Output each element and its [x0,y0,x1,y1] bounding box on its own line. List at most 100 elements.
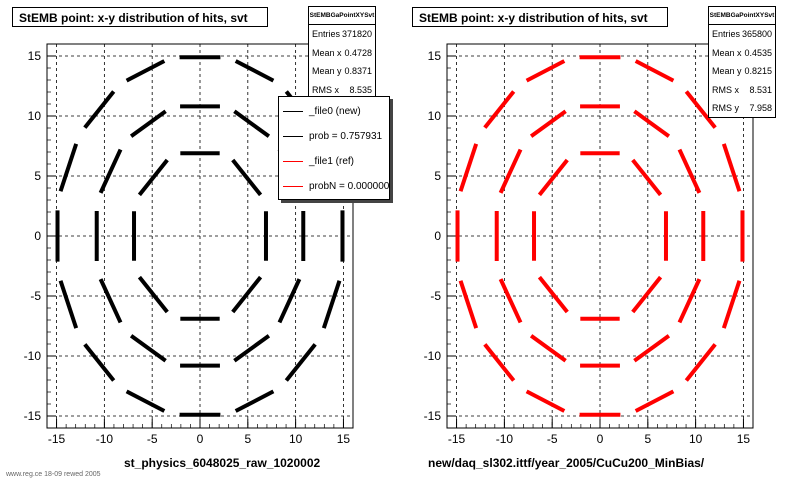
ladder-hit-band [233,334,271,363]
right-stats-value: 8.531 [749,84,772,95]
ladder-hit-band [537,158,569,197]
legend-line-red [283,186,303,187]
y-tick-label: 0 [434,229,441,243]
ladder-hit-band [537,275,569,314]
ladder-hit-band [125,389,166,413]
legend-text: _file1 (ref) [309,156,355,167]
ladder-hit-band [98,278,123,324]
y-tick-label: 15 [428,49,442,63]
x-tick-label: 10 [689,432,703,446]
ladder-hit-band [83,90,116,129]
legend-line-black [283,111,303,112]
ladder-hit-band [498,278,523,324]
ladder-hit-band [233,109,271,138]
ladder-hit-band [458,280,479,329]
right-stats-row: Entries 365800 [709,25,775,44]
legend: _file0 (new) prob = 0.757931 _file1 (ref… [278,96,390,200]
right-stats-row: RMS x 8.531 [709,81,775,100]
ladder-hit-band [137,275,169,314]
x-tick-label: -10 [496,432,514,446]
left-stats-row: Mean x 0.4728 [309,44,375,63]
y-tick-label: 10 [428,109,442,123]
left-stats-row: Entries 371820 [309,25,375,44]
ladder-hit-band [483,343,516,382]
left-stats-row: RMS x 8.535 [309,81,375,100]
ladder-hit-band [137,158,169,197]
ladder-hit-band [498,148,523,194]
right-stats-label: Mean x [712,47,742,58]
legend-line-red [283,161,303,162]
footer-text: www.reg.ce 18-09 rewed 2005 [6,471,101,478]
ladder-hit-band [633,334,671,363]
x-tick-label: -15 [448,432,466,446]
x-tick-label: 15 [337,432,351,446]
ladder-hit-band [633,109,671,138]
y-tick-label: -10 [424,349,442,363]
ladder-hit-band [277,278,302,324]
left-stats-name: StEMBGaPointXYSvt [309,7,375,25]
ladder-hit-band [231,275,263,314]
y-tick-label: 10 [28,109,42,123]
y-tick-label: -5 [30,289,41,303]
ladder-hit-band [529,334,567,363]
right-stats-label: RMS x [712,84,739,95]
ladder-hit-band [631,275,663,314]
right-x-axis-label: new/daq_sl302.ittf/year_2005/CuCu200_Min… [428,456,705,470]
ladder-hit-band [721,143,742,192]
right-stats-row: Mean y 0.8215 [709,62,775,81]
right-stats-value: 7.958 [749,103,772,113]
x-tick-label: 0 [197,432,204,446]
right-plot: -15 -10 -5 0 5 10 15 -15 -10 -5 0 5 10 15 [424,43,754,446]
left-x-axis-label: st_physics_6048025_raw_1020002 [124,456,321,470]
right-stats-value: 0.4535 [744,47,772,58]
y-tick-label: 5 [34,169,41,183]
ladder-hit-band [234,59,275,83]
ladder-hit-band [677,148,702,194]
right-stats-label: RMS y [712,103,739,113]
legend-text: _file0 (new) [309,106,361,117]
ladder-hit-band [129,109,167,138]
legend-text: prob = 0.757931 [309,131,383,142]
legend-entry: prob = 0.757931 [279,124,389,149]
y-tick-label: -5 [430,289,441,303]
legend-line-black [283,136,303,137]
left-panel: -15 -10 -5 0 5 10 15 -15 -10 -5 0 5 10 15 StEMB point… [6,6,390,478]
y-tick-label: -15 [424,409,442,423]
ladder-hit-band [129,334,167,363]
right-stats-box: StEMBGaPointXYSvt Entries 365800 Mean x 0.… [708,6,776,118]
y-tick-label: 15 [28,49,42,63]
left-stats-label: RMS x [312,84,339,95]
y-tick-label: 0 [34,229,41,243]
x-tick-label: 15 [737,432,751,446]
right-title: StEMB point: x-y distribution of hits, s… [412,7,668,27]
y-tick-label: -10 [24,349,42,363]
right-stats-label: Entries [712,29,741,39]
right-stats-row: RMS y 7.958 [709,99,775,118]
x-tick-label: -15 [48,432,66,446]
left-stats-value: 0.8371 [344,66,372,76]
ladder-hit-band [98,148,123,194]
left-stats-row: Mean y 0.8371 [309,62,375,81]
ladder-hit-band [525,389,566,413]
x-tick-label: -5 [147,432,158,446]
ladder-hit-band [58,143,79,192]
x-tick-label: 10 [289,432,303,446]
ladder-hit-band [321,280,342,329]
x-tick-label: 5 [244,432,251,446]
ladder-hit-band [125,59,166,83]
y-tick-label: -15 [24,409,42,423]
left-stats-value: 371820 [341,29,372,39]
y-tick-label: 5 [434,169,441,183]
legend-text: probN = 0.000000 [309,181,390,192]
ladder-hit-band [634,389,675,413]
x-tick-label: 0 [597,432,604,446]
right-stats-label: Mean y [712,66,742,76]
right-stats-value: 0.8215 [744,66,772,76]
x-tick-label: -5 [547,432,558,446]
x-tick-label: -10 [96,432,114,446]
ladder-hit-band [631,158,663,197]
ladder-hit-band [684,90,717,129]
ladder-hit-band [458,143,479,192]
left-title: StEMB point: x-y distribution of hits, s… [12,7,268,27]
left-stats-value: 8.535 [349,84,372,95]
